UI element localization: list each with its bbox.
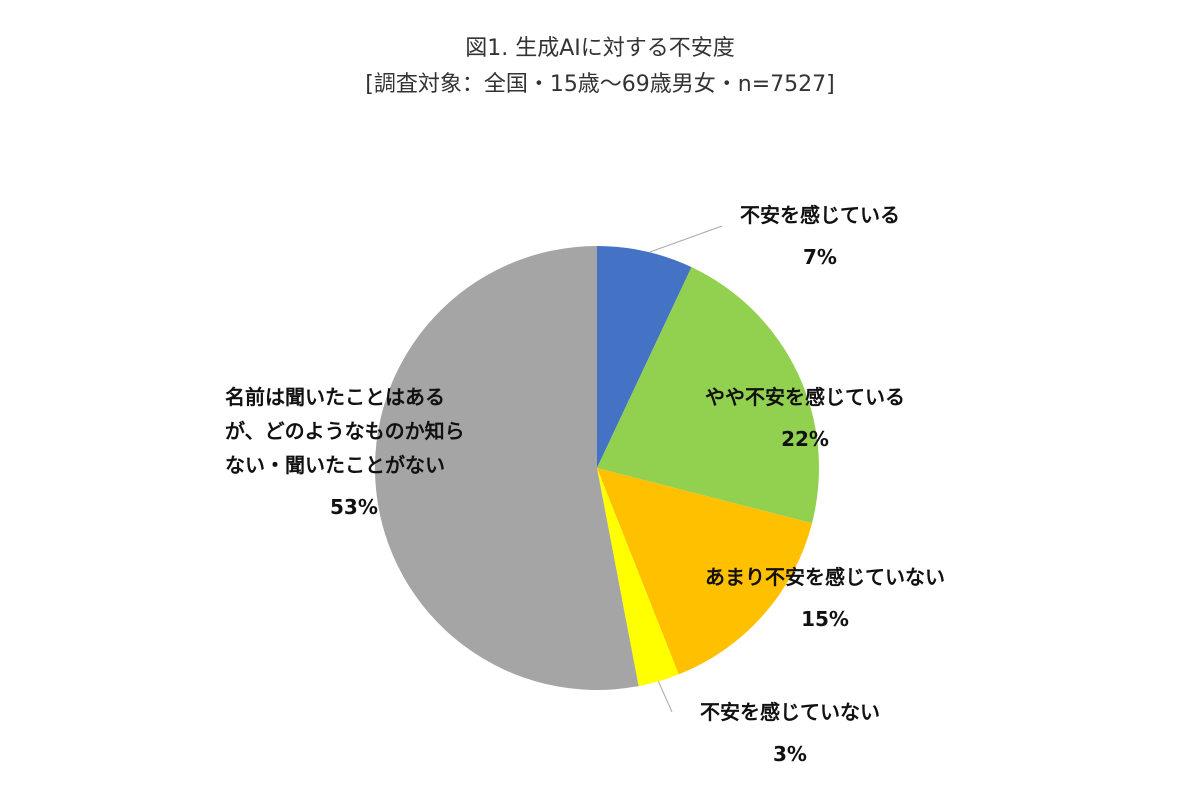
category-label: 名前は聞いたことはあるが、どのようなものか知らない・聞いたことがない (225, 385, 465, 477)
chart-title: 図1. 生成AIに対する不安度 (465, 36, 735, 61)
slice-label: 不安を感じている 7% (700, 198, 940, 282)
value-label: 22% (781, 427, 829, 451)
category-label: やや不安を感じている (705, 385, 905, 409)
pie-slice (375, 245, 639, 690)
slice-label: あまり不安を感じていない 15% (690, 560, 960, 644)
value-label: 53% (330, 495, 378, 519)
slice-label: 名前は聞いたことはあるが、どのようなものか知らない・聞いたことがない 53% (225, 380, 470, 532)
category-label: 不安を感じていない (700, 700, 880, 724)
pie-slice (597, 468, 679, 687)
slice-label: 不安を感じていない 3% (670, 695, 910, 779)
pie-slice (597, 267, 820, 524)
leader-line (649, 225, 723, 253)
pie-slice (597, 468, 813, 675)
leader-line (655, 675, 673, 713)
value-label: 15% (801, 607, 849, 631)
category-label: あまり不安を感じていない (705, 565, 945, 589)
value-label: 7% (803, 245, 837, 269)
category-label: 不安を感じている (740, 203, 900, 227)
value-label: 3% (773, 742, 807, 766)
chart-subtitle: [調査対象：全国・15歳～69歳男女・n=7527] (365, 72, 835, 97)
pie-slice (597, 246, 692, 468)
slice-label: やや不安を感じている 22% (670, 380, 940, 464)
